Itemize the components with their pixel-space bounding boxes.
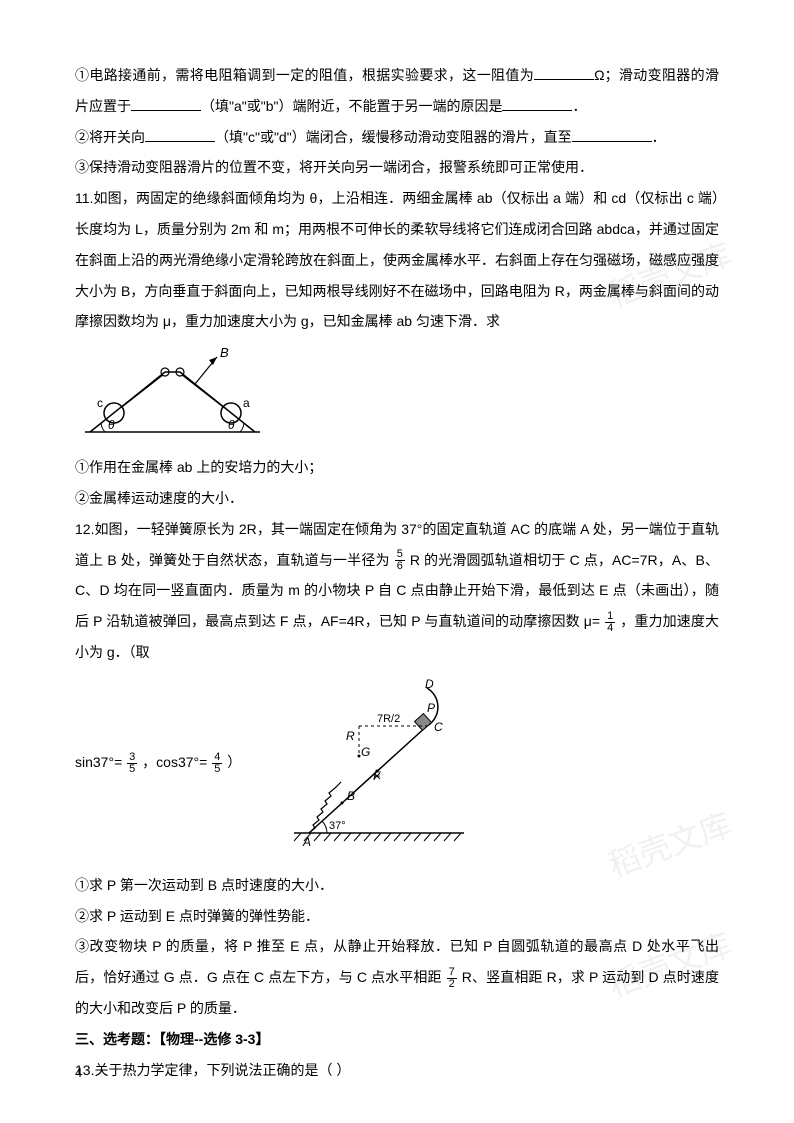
q13-stem: 13.关于热力学定律，下列说法正确的是（ ） [75,1055,719,1086]
blank [502,95,572,110]
svg-text:R: R [346,729,355,743]
q11-figure: B a c θ θ [75,347,719,442]
text: ①电路接通前，需将电阻箱调到一定的阻值，根据实验要求，这一阻值为 [75,67,534,83]
svg-text:G: G [361,745,370,759]
svg-text:P: P [427,701,435,715]
q11-sub2: ②金属棒运动速度的大小． [75,483,719,514]
text: （填"c"或"d"）端闭合，缓慢移动滑动变阻器的滑片，直至 [215,129,572,145]
text: sin37°= [75,754,126,770]
blank [572,126,652,141]
svg-text:7R/2: 7R/2 [377,713,400,725]
q12-sub2: ②求 P 运动到 E 点时弹簧的弹性势能． [75,901,719,932]
q10-sub3: ③保持滑动变阻器滑片的位置不变，将开关向另一端闭合，报警系统即可正常使用． [75,152,719,183]
q11-stem: 11.如图，两固定的绝缘斜面倾角均为 θ，上沿相连．两细金属棒 ab（仅标出 a… [75,183,719,337]
text: ． [572,98,586,114]
text: ，cos37°= [138,754,211,770]
fraction: 72 [447,967,457,990]
blank [534,65,594,80]
svg-text:B: B [347,789,355,803]
svg-text:θ: θ [228,418,235,432]
text: （填"a"或"b"）端附近，不能置于另一端的原因是 [201,98,502,114]
q12-trig-row: sin37°= 35 ，cos37°= 45 ） [75,668,719,858]
svg-text:A: A [302,835,311,848]
svg-text:B: B [220,347,229,360]
section3-title: 三、选考题：【物理--选修 3-3】 [75,1024,719,1055]
text: ） [223,754,241,770]
fraction: 35 [127,752,137,775]
svg-text:c: c [97,396,103,410]
fraction: 14 [605,611,615,634]
blank [145,126,215,141]
q12-sub3: ③改变物块 P 的质量，将 P 推至 E 点，从静止开始释放．已知 P 自圆弧轨… [75,931,719,1023]
q12-stem: 12.如图，一轻弹簧原长为 2R，其一端固定在倾角为 37°的固定直轨道 AC … [75,514,719,668]
q10-sub1: ①电路接通前，需将电阻箱调到一定的阻值，根据实验要求，这一阻值为Ω；滑动变阻器的… [75,60,719,122]
fraction: 45 [212,752,222,775]
text: ②将开关向 [75,129,145,145]
q12-figure: A B C D F G P R 7R/2 37° [279,678,469,848]
blank [131,95,201,110]
text: ． [652,129,666,145]
page-number: 4 [75,1059,82,1088]
q12-sub1: ①求 P 第一次运动到 B 点时速度的大小． [75,870,719,901]
svg-text:θ: θ [108,418,115,432]
svg-text:37°: 37° [329,820,346,832]
fraction: 56 [395,549,405,572]
q10-sub2: ②将开关向 （填"c"或"d"）端闭合，缓慢移动滑动变阻器的滑片，直至 ． [75,122,719,153]
svg-text:C: C [434,720,443,734]
q11-sub1: ①作用在金属棒 ab 上的安培力的大小； [75,452,719,483]
svg-text:D: D [425,678,434,691]
svg-text:a: a [243,396,250,410]
